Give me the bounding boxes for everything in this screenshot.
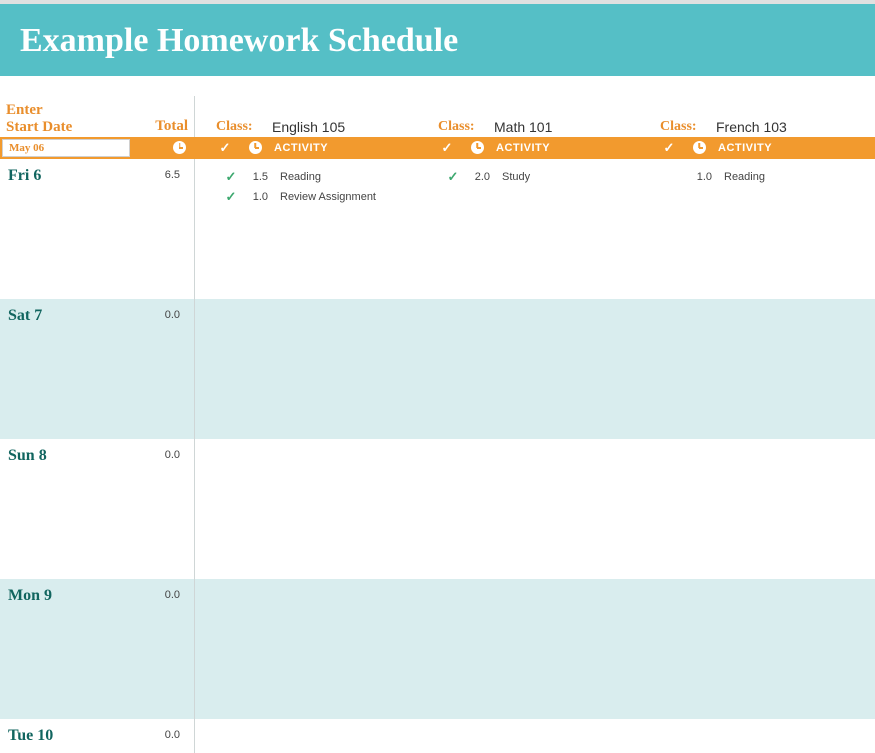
class-cell [432, 439, 654, 579]
clock-icon [173, 141, 186, 154]
class-cell [654, 579, 875, 719]
class-name-2: Math 101 [494, 119, 552, 137]
enter-label-2: Start Date [6, 119, 72, 135]
day-total: 0.0 [165, 587, 186, 601]
class-cell: ✓2.0Study [432, 159, 654, 299]
class-cell [210, 299, 432, 439]
day-left: Sat 7 0.0 [0, 299, 194, 439]
clock-icon [684, 141, 714, 154]
class-cell: ✓1.5Reading✓1.0Review Assignment [210, 159, 432, 299]
day-block: Sat 7 0.0 [0, 299, 875, 439]
activity-time: 1.5 [246, 171, 276, 183]
class-name-3: French 103 [716, 119, 787, 137]
class-label-2: Class: [432, 101, 492, 137]
day-label: Mon 9 [8, 587, 52, 605]
vsep [194, 579, 210, 719]
activity-time: 1.0 [246, 191, 276, 203]
day-label: Sat 7 [8, 307, 42, 325]
title-bar: Example Homework Schedule [0, 0, 875, 76]
class-header-1: Class: English 105 [210, 96, 432, 137]
page-title: Example Homework Schedule [20, 22, 855, 60]
orange-class-1: ✓ ACTIVITY [210, 137, 432, 159]
day-label: Tue 10 [8, 727, 53, 745]
class-cell [432, 299, 654, 439]
activity-time: 2.0 [468, 171, 498, 183]
day-block: Sun 8 0.0 [0, 439, 875, 579]
orange-sep [194, 137, 210, 159]
class-cell [654, 719, 875, 753]
vsep [194, 439, 210, 579]
clock-icon [240, 141, 270, 154]
activity-name: Reading [276, 171, 426, 183]
class-header-2: Class: Math 101 [432, 96, 654, 137]
clock-icon [462, 141, 492, 154]
days-container: Fri 66.5✓1.5Reading✓1.0Review Assignment… [0, 159, 875, 753]
class-label-3: Class: [654, 101, 714, 137]
header-grid: Enter Start Date Total Class: English 10… [0, 96, 875, 159]
day-label: Sun 8 [8, 447, 47, 465]
activity-row: ✓1.0Review Assignment [216, 187, 426, 207]
day-total: 0.0 [165, 307, 186, 321]
activity-header-3: ACTIVITY [714, 142, 772, 154]
activity-name: Review Assignment [276, 191, 426, 203]
class-cell [210, 719, 432, 753]
activity-row: ✓2.0Study [438, 167, 648, 187]
class-cell [654, 439, 875, 579]
class-cell [210, 579, 432, 719]
activity-name: Study [498, 171, 648, 183]
total-label: Total [155, 118, 194, 137]
vsep [194, 96, 210, 137]
activity-name: Reading [720, 171, 870, 183]
activity-header-2: ACTIVITY [492, 142, 550, 154]
orange-left: May 06 [0, 137, 194, 159]
enter-start-date-label: Enter Start Date [0, 96, 78, 137]
class-header-3: Class: French 103 [654, 96, 875, 137]
check-icon[interactable]: ✓ [216, 169, 246, 185]
day-total: 0.0 [165, 447, 186, 461]
orange-class-2: ✓ ACTIVITY [432, 137, 654, 159]
class-cell [210, 439, 432, 579]
check-icon[interactable]: ✓ [216, 189, 246, 205]
day-left: Fri 6 6.5 [0, 159, 194, 299]
check-icon: ✓ [654, 140, 684, 156]
class-label-1: Class: [210, 101, 270, 137]
day-block: Mon 9 0.0 [0, 579, 875, 719]
activity-time: 1.0 [690, 171, 720, 183]
class-name-1: English 105 [272, 119, 345, 137]
check-icon[interactable]: ✓ [438, 169, 468, 185]
vsep [194, 299, 210, 439]
day-label: Fri 6 [8, 167, 41, 185]
day-left: Sun 8 0.0 [0, 439, 194, 579]
class-cell [654, 299, 875, 439]
day-block: Tue 10 0.0 [0, 719, 875, 753]
activity-row: ✓1.5Reading [216, 167, 426, 187]
day-left: Mon 9 0.0 [0, 579, 194, 719]
header-left: Enter Start Date Total [0, 96, 194, 137]
activity-header-1: ACTIVITY [270, 142, 328, 154]
start-date-input[interactable]: May 06 [2, 139, 130, 157]
day-left: Tue 10 0.0 [0, 719, 194, 753]
class-cell [432, 579, 654, 719]
check-icon: ✓ [432, 140, 462, 156]
day-total: 0.0 [165, 727, 186, 741]
vsep [194, 159, 210, 299]
class-cell [432, 719, 654, 753]
day-total: 6.5 [165, 167, 186, 181]
check-icon: ✓ [210, 140, 240, 156]
orange-class-3: ✓ ACTIVITY [654, 137, 875, 159]
spacer [0, 76, 875, 96]
class-cell: 1.0Reading [654, 159, 875, 299]
activity-row: 1.0Reading [660, 167, 870, 187]
vsep [194, 719, 210, 753]
enter-label-1: Enter [6, 102, 43, 118]
day-block: Fri 66.5✓1.5Reading✓1.0Review Assignment… [0, 159, 875, 299]
